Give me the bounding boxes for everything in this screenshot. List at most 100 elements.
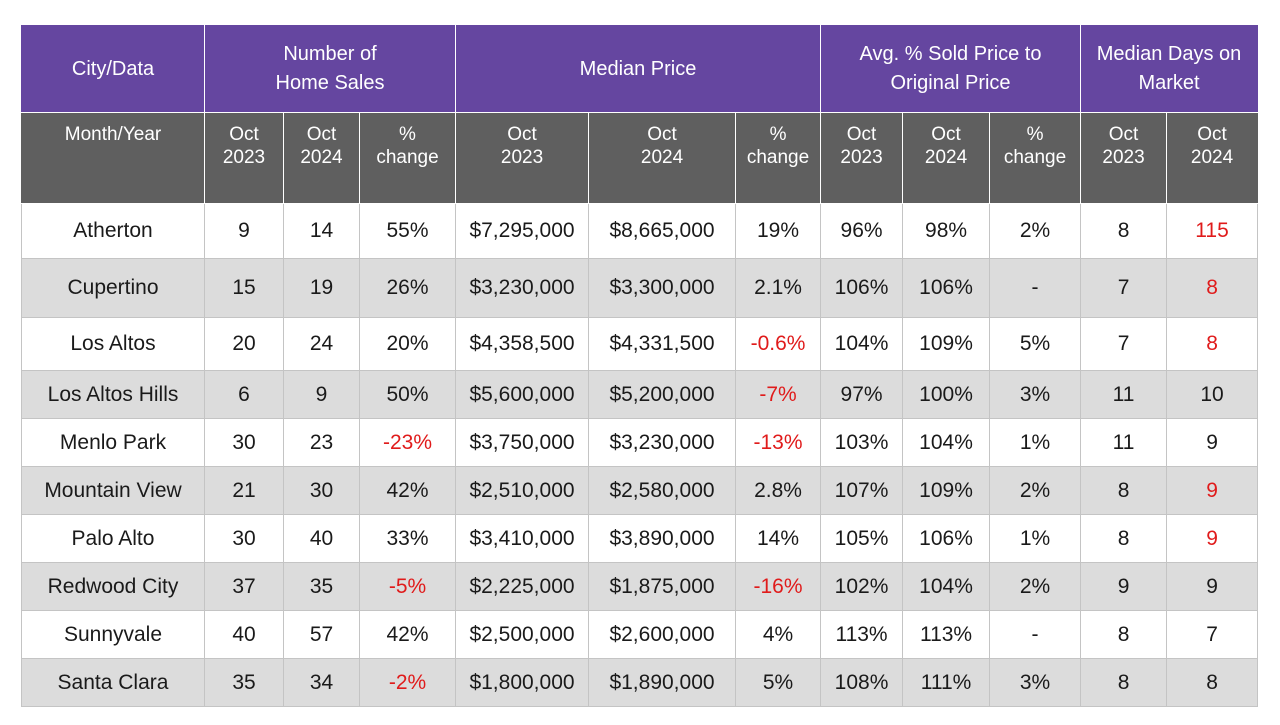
city-cell: Sunnyvale [21,610,205,659]
header-period-line: Oct [931,124,961,145]
header-median-price-label: Median Price [579,57,697,80]
value-cell: $2,225,000 [455,562,590,611]
value-cell: $1,890,000 [588,658,737,707]
table-row: Mountain View 21 30 42% $2,510,000 $2,580,000… [21,466,1259,515]
value-cell: 14 [283,203,360,259]
header-period-col: % change [358,112,457,204]
city-cell: Santa Clara [21,658,205,707]
table-row: Menlo Park 30 23 -23% $3,750,000 $3,230,000 -1… [21,418,1259,467]
value-cell: 9 [283,370,360,419]
value-cell: $3,230,000 [588,418,737,467]
value-cell: $1,875,000 [588,562,737,611]
value-cell: 8 [1080,203,1168,259]
header-period-line: change [1003,147,1067,168]
value-cell: 106% [902,514,991,563]
value-cell: -16% [735,562,822,611]
header-period-line: Oct [507,124,537,145]
value-cell: 2% [989,562,1082,611]
header-period-col: Oct 2024 [902,112,991,204]
header-period-line: 2024 [1190,147,1234,168]
table-row: Atherton 9 14 55% $7,295,000 $8,665,000 19% 96%… [21,203,1259,259]
city-cell: Atherton [21,203,205,259]
value-cell: 42% [358,466,457,515]
value-cell: 109% [902,466,991,515]
header-home-sales-line1: Number of [283,43,377,65]
value-cell: $1,800,000 [455,658,590,707]
value-cell: 113% [820,610,904,659]
value-cell: 7 [1080,258,1168,318]
table-body: Atherton 9 14 55% $7,295,000 $8,665,000 19% 96%… [21,203,1259,707]
value-cell: 113% [902,610,991,659]
city-cell: Mountain View [21,466,205,515]
value-cell: 11 [1080,370,1168,419]
value-cell: 3% [989,370,1082,419]
value-cell: 8 [1080,610,1168,659]
value-cell: -7% [735,370,822,419]
value-cell: 4% [735,610,822,659]
value-cell: 20 [204,317,284,371]
header-period-line: 2023 [500,147,544,168]
header-period-line: change [746,147,810,168]
value-cell: 9 [1166,562,1259,611]
value-cell: 9 [1166,418,1259,467]
value-cell: 104% [902,562,991,611]
value-cell: 102% [820,562,904,611]
header-sold-pct: Avg. % Sold Price to Original Price [820,25,1082,113]
value-cell: 8 [1166,317,1259,371]
value-cell: 9 [1166,466,1259,515]
value-cell: 42% [358,610,457,659]
value-cell: 8 [1080,658,1168,707]
header-period-line: Oct [229,124,259,145]
table-row: Santa Clara 35 34 -2% $1,800,000 $1,890,000 5%… [21,658,1259,707]
header-period-line: Oct [306,124,337,145]
value-cell: - [989,258,1082,318]
header-city-data: City/Data [21,25,205,113]
value-cell: 19% [735,203,822,259]
city-cell: Menlo Park [21,418,205,467]
value-cell: 24 [283,317,360,371]
value-cell: $3,230,000 [455,258,590,318]
value-cell: $4,331,500 [588,317,737,371]
value-cell: $3,300,000 [588,258,737,318]
value-cell: $7,295,000 [455,203,590,259]
value-cell: 7 [1080,317,1168,371]
header-period-line: 2023 [222,147,266,168]
value-cell: -2% [358,658,457,707]
table-row: Cupertino 15 19 26% $3,230,000 $3,300,000 2.1%… [21,258,1259,318]
value-cell: 20% [358,317,457,371]
value-cell: 6 [204,370,284,419]
value-cell: $2,600,000 [588,610,737,659]
header-period-line: 2024 [640,147,684,168]
header-period-col: Oct 2024 [1166,112,1259,204]
header-period-line: Oct [1197,124,1227,145]
header-home-sales-line2: Home Sales [275,72,385,94]
header-period-col: Oct 2023 [204,112,284,204]
header-period-line: Oct [1108,124,1139,145]
value-cell: 100% [902,370,991,419]
header-home-sales: Number of Home Sales [203,25,457,113]
header-row-groups: City/Data Number of Home Sales Median Pr… [21,25,1259,113]
value-cell: 30 [204,418,284,467]
city-cell: Los Altos Hills [21,370,205,419]
header-period-col: Oct 2023 [1080,112,1168,204]
header-days-line2: Market [1138,72,1200,94]
header-period-line: % [399,124,416,145]
value-cell: 5% [989,317,1082,371]
value-cell: 57 [283,610,360,659]
table-row: Sunnyvale 40 57 42% $2,500,000 $2,600,000 4% 11… [21,610,1259,659]
city-cell: Redwood City [21,562,205,611]
value-cell: 1% [989,418,1082,467]
value-cell: $3,890,000 [588,514,737,563]
value-cell: 8 [1166,658,1259,707]
value-cell: 34 [283,658,360,707]
value-cell: 103% [820,418,904,467]
header-period-col: % change [735,112,822,204]
value-cell: 107% [820,466,904,515]
value-cell: 2.1% [735,258,822,318]
value-cell: 9 [1080,562,1168,611]
value-cell: 40 [283,514,360,563]
value-cell: 40 [204,610,284,659]
value-cell: 55% [358,203,457,259]
header-period-line: % [769,124,787,145]
home-sales-table: City/Data Number of Home Sales Median Pr… [21,25,1259,707]
